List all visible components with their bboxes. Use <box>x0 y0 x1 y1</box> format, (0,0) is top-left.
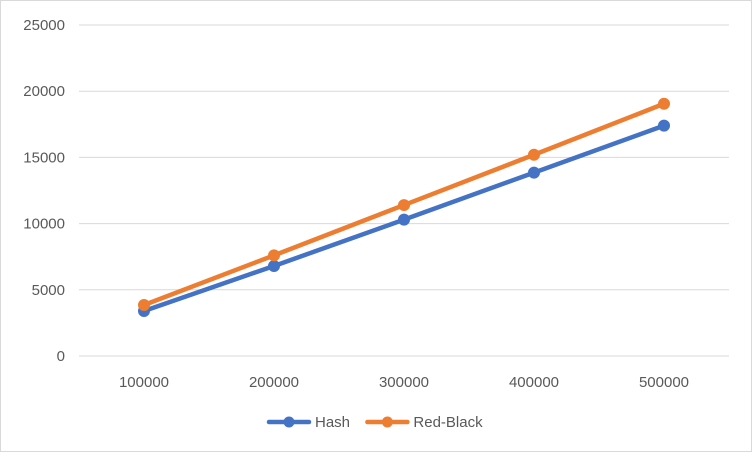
x-tick-label: 100000 <box>119 374 169 391</box>
x-tick-label: 400000 <box>509 374 559 391</box>
data-point-red-black <box>398 199 410 212</box>
y-tick-label: 25000 <box>23 17 65 34</box>
data-point-red-black <box>528 148 540 161</box>
y-tick-label: 20000 <box>23 83 65 100</box>
series-red-black <box>138 97 670 312</box>
legend-item-red-black: Red-Black <box>365 414 483 431</box>
x-tick-label: 200000 <box>249 374 299 391</box>
data-point-red-black <box>658 97 670 110</box>
series-hash <box>138 119 670 317</box>
legend-swatch-marker <box>381 416 393 428</box>
series-lines <box>138 97 670 317</box>
y-tick-label: 10000 <box>23 216 65 233</box>
y-tick-label: 15000 <box>23 149 65 166</box>
x-tick-label: 500000 <box>639 374 689 391</box>
y-axis-tick-labels: 0 5000 10000 15000 20000 25000 <box>23 17 65 365</box>
legend-swatch-marker <box>283 416 295 428</box>
x-tick-label: 300000 <box>379 374 429 391</box>
x-axis-tick-labels: 100000 200000 300000 400000 500000 <box>119 374 689 391</box>
data-point-hash <box>528 166 540 179</box>
legend: Hash Red-Black <box>266 414 483 431</box>
data-point-red-black <box>138 299 150 312</box>
data-point-hash <box>398 213 410 226</box>
gridlines <box>79 24 729 357</box>
legend-item-hash: Hash <box>266 414 350 431</box>
data-point-red-black <box>268 249 280 262</box>
legend-label: Red-Black <box>413 414 483 431</box>
data-point-hash <box>658 119 670 132</box>
y-tick-label: 5000 <box>32 282 65 299</box>
legend-label: Hash <box>315 414 350 431</box>
data-point-hash <box>268 259 280 272</box>
y-tick-label: 0 <box>57 348 65 365</box>
